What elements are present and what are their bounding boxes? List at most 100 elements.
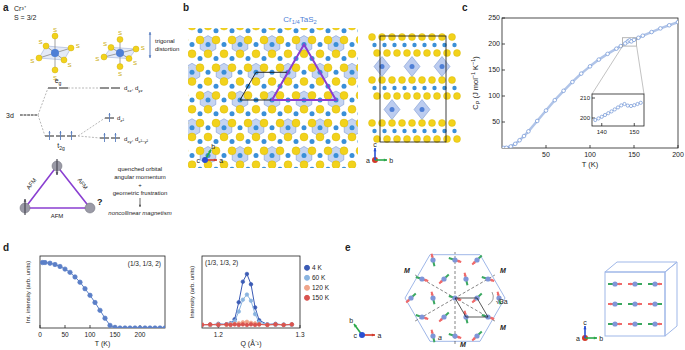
ta-atom — [302, 125, 307, 130]
arrow — [60, 131, 61, 140]
cr-site — [632, 281, 637, 286]
ta-atom — [270, 42, 275, 47]
ta-atom — [222, 125, 227, 130]
arrow — [150, 32, 151, 45]
cr-atom — [51, 49, 59, 57]
ta-atom — [230, 84, 235, 89]
level — [100, 88, 109, 89]
data-point — [274, 323, 278, 327]
data-point — [623, 102, 626, 105]
s-atom — [228, 119, 236, 127]
ta-atom — [214, 111, 219, 116]
axis-label: b — [599, 335, 603, 342]
data-point — [217, 323, 221, 327]
ta-atom — [214, 28, 219, 33]
s-atom — [404, 50, 411, 57]
data-point — [613, 108, 616, 111]
text-part: , d — [132, 136, 139, 142]
data-point — [128, 326, 132, 328]
s-atom — [236, 161, 244, 168]
arrow-head — [659, 322, 662, 325]
data-point — [237, 323, 241, 327]
data-point — [143, 326, 147, 328]
ta-atom — [214, 167, 219, 168]
s-atom — [399, 34, 406, 41]
ta-atom — [222, 98, 227, 103]
s-atom — [61, 57, 67, 63]
label: ? — [97, 197, 103, 207]
s-atom — [399, 120, 406, 127]
s-atom — [196, 91, 204, 99]
s-atom — [439, 120, 446, 127]
mirror-line — [415, 275, 495, 321]
arrow — [585, 337, 597, 339]
s-atom — [404, 93, 411, 100]
label: AFM — [25, 177, 37, 191]
axis-label: b — [211, 143, 215, 150]
cr-atom — [420, 107, 425, 112]
s-atom — [292, 119, 300, 127]
data-point — [53, 262, 57, 266]
ta-atom — [246, 111, 251, 116]
data-point — [217, 323, 221, 327]
s-atom — [419, 120, 426, 127]
data-point — [527, 130, 531, 134]
s-atom — [196, 147, 204, 155]
arrow-head — [56, 172, 59, 175]
data-point — [48, 261, 52, 265]
s-atom — [196, 36, 204, 44]
box-face — [605, 272, 665, 336]
ta-atom — [286, 42, 291, 47]
s-atom — [389, 120, 396, 127]
label: S — [76, 43, 80, 49]
ta-atom — [294, 111, 299, 116]
x-tick-label: 200 — [135, 331, 146, 338]
ta-atom — [278, 139, 283, 144]
s-atom — [414, 136, 421, 143]
s-atom — [379, 77, 386, 84]
cr-site — [463, 276, 468, 281]
data-point — [83, 287, 87, 291]
data-point — [245, 323, 249, 327]
y-tick-label: 100 — [488, 92, 500, 99]
level — [24, 115, 27, 116]
ta-atom — [452, 129, 456, 133]
axis-label: a — [366, 157, 370, 164]
s-atom — [276, 119, 284, 127]
data-point — [597, 58, 601, 62]
arrow-head — [594, 336, 597, 339]
arrow-head — [608, 302, 611, 305]
s-atom — [379, 120, 386, 127]
ta-atom — [402, 43, 406, 47]
s-atom — [236, 50, 244, 58]
data-point — [616, 106, 619, 109]
s-atom — [348, 78, 356, 86]
ta-atom — [206, 98, 211, 103]
plot-frame — [502, 18, 678, 148]
s-atom — [369, 120, 376, 127]
s-atom — [434, 50, 441, 57]
zoom-line — [637, 46, 644, 94]
ta-atom — [334, 153, 339, 158]
s-atom — [434, 93, 441, 100]
s-atom — [439, 77, 446, 84]
cr-atom — [116, 49, 124, 57]
s-atom — [316, 28, 324, 30]
legend-label: 60 K — [312, 274, 326, 281]
y-tick-label: 200 — [488, 40, 500, 47]
x-tick-label: 150 — [629, 129, 640, 135]
s-atom — [356, 64, 358, 72]
x-tick-label: 200 — [672, 151, 684, 158]
data-point — [249, 299, 253, 303]
label: dxy, dx²−y² — [124, 136, 149, 144]
cr-octahedron — [434, 57, 450, 77]
ta-atom — [262, 167, 267, 168]
mirror-line — [415, 275, 495, 321]
text-part: TaS — [300, 15, 314, 24]
x-tick — [590, 145, 591, 148]
data-point — [610, 110, 613, 113]
ta-atom — [262, 139, 267, 144]
level — [27, 115, 30, 116]
s-atom — [308, 36, 316, 44]
label: + — [138, 182, 142, 188]
